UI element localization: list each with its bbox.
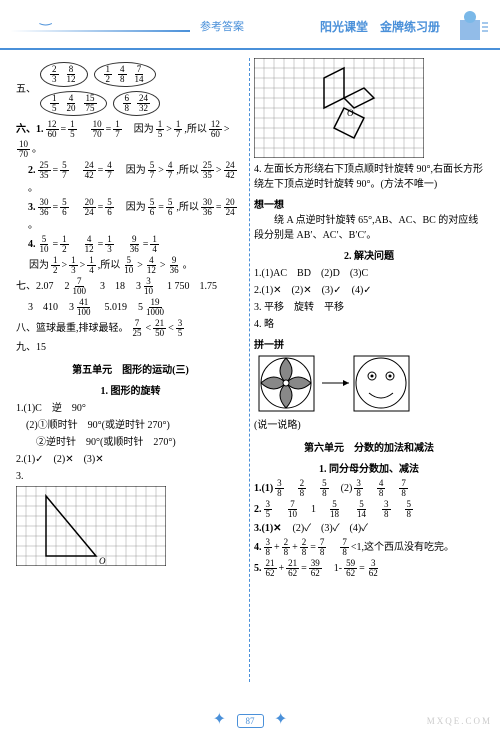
grid-figure-2: O — [254, 58, 424, 158]
section-6: 六、1.1260=15 1070=17 因为15>17,所以1260>1070。… — [16, 120, 245, 275]
topic61-title: 1. 同分母分数加、减法 — [254, 460, 484, 475]
question-1: 1.(1)C 逆 90° (2)①顺时针 90°(或逆时针 270°) ②逆时针… — [16, 401, 245, 484]
section-5-label: 五、 23 81212 48 71415 420 157568 2432 — [16, 60, 245, 118]
main-content: 五、 23 81212 48 71415 420 157568 2432 六、1… — [0, 50, 500, 690]
star-deco-right: ✦ — [274, 711, 287, 728]
think-title: 想一想 — [254, 196, 484, 211]
section-7-line1: 七、2.07 27100 3 18 3310 1 750 1.75 — [16, 277, 245, 296]
header-subtitle: 参考答案 — [200, 18, 244, 34]
topic2-answers: 1.(1)AC BD (2)D (3)C2.(1)✕ (2)✕ (3)✓ (4)… — [254, 266, 484, 332]
q64: 4.38+28+28=78 78<1,这个西瓜没有吃完。 — [254, 538, 484, 557]
pin-title: 拼一拼 — [254, 336, 484, 351]
page-number: 87 — [237, 714, 264, 728]
section-7-line2: 3 410 341100 5.019 5191000 — [16, 298, 245, 317]
page-header: ‿ 参考答案 阳光课堂 金牌练习册 — [0, 0, 500, 50]
header-title: 阳光课堂 金牌练习册 — [320, 18, 440, 35]
right-column: O 4. 左面长方形绕右下顶点顺时针旋转 90°,右面长方形绕左下顶点逆时针旋转… — [250, 58, 488, 682]
pin-figure — [254, 351, 424, 416]
pin-caption: (说一说略) — [254, 418, 484, 433]
left-column: 五、 23 81212 48 71415 420 157568 2432 六、1… — [12, 58, 250, 682]
topic2-title: 2. 解决问题 — [254, 247, 484, 262]
question-4: 4. 左面长方形绕右下顶点顺时针旋转 90°,右面长方形绕左下顶点逆时针旋转 9… — [254, 162, 484, 192]
q61: 1.(1)38 28 58 (2)38 48 782.35 710 1 518 … — [254, 479, 484, 536]
bird-deco: ‿ — [40, 10, 51, 27]
section-8: 八、篮球最重,排球最轻。725<2150<35 — [16, 319, 245, 338]
header-line-deco — [10, 30, 190, 32]
section-9: 九、15 — [16, 340, 245, 355]
think-text: 绕 A 点逆时针旋转 65°,AB、AC、BC 的对应线段分别是 AB′、AC′… — [254, 213, 484, 243]
watermark: MXQE.COM — [427, 716, 492, 726]
unit6-title: 第六单元 分数的加法和减法 — [254, 439, 484, 454]
svg-text:O: O — [347, 108, 354, 118]
star-deco-left: ✦ — [213, 711, 226, 728]
grid-figure-1: O — [16, 486, 166, 566]
header-icon — [450, 5, 490, 45]
page-footer: ✦ 87 ✦ — [0, 709, 500, 729]
unit5-title: 第五单元 图形的运动(三) — [16, 361, 245, 376]
svg-text:O: O — [99, 556, 106, 566]
topic1-title: 1. 图形的旋转 — [16, 382, 245, 397]
q65: 5.2162+2162=3962 1-5962=362 — [254, 559, 484, 578]
